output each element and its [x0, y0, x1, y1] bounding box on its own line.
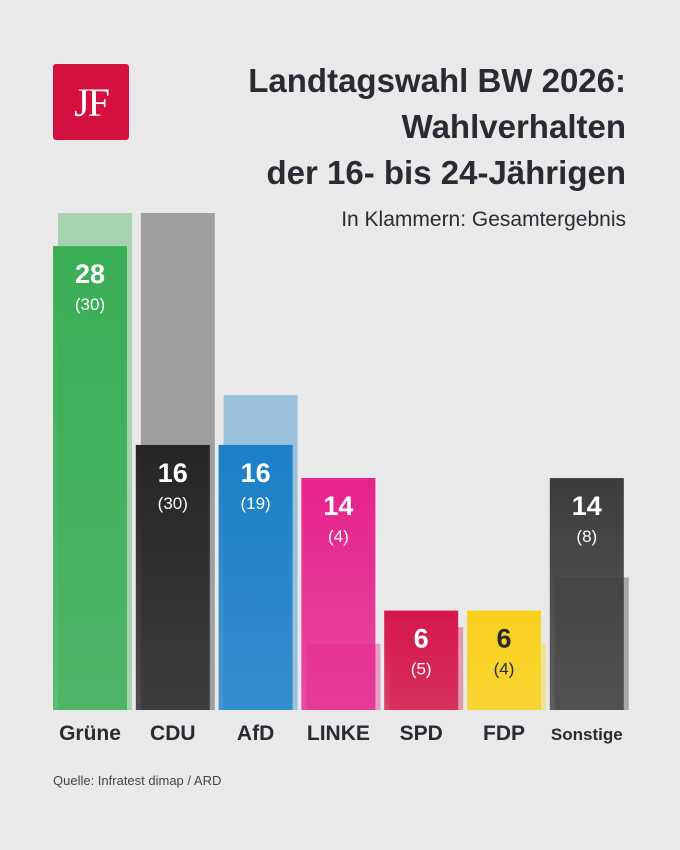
value-label: 16 — [158, 458, 188, 488]
jf-logo: JF — [53, 64, 129, 140]
value-label: 14 — [323, 491, 353, 521]
logo-text: JF — [74, 79, 110, 125]
value-label: 14 — [572, 491, 602, 521]
total-label: (5) — [411, 660, 432, 679]
category-label: FDP — [483, 722, 525, 745]
bar-total-6 — [554, 577, 629, 710]
category-label: SPD — [400, 722, 443, 745]
bar-young-3 — [301, 478, 376, 710]
title-line-1: Landtagswahl BW 2026: — [248, 62, 626, 99]
bar-young-5 — [467, 610, 541, 710]
category-label: Grüne — [59, 722, 121, 745]
value-label: 6 — [496, 624, 511, 654]
category-label: AfD — [237, 722, 274, 745]
bar-total-4 — [389, 627, 464, 710]
title-line-3: der 16- bis 24-Jährigen — [266, 154, 626, 191]
bar-total-3 — [306, 643, 381, 710]
category-label: LINKE — [307, 722, 370, 745]
bar-total-2 — [223, 395, 298, 710]
bar-young-6 — [549, 478, 624, 710]
bar-young-4 — [384, 610, 459, 710]
category-label: Sonstige — [551, 725, 623, 744]
category-label: CDU — [150, 722, 196, 745]
subtitle: In Klammern: Gesamtergebnis — [341, 208, 626, 231]
total-label: (30) — [158, 494, 188, 513]
total-label: (4) — [328, 527, 349, 546]
total-label: (8) — [576, 527, 597, 546]
value-label: 28 — [75, 259, 105, 289]
bar-total-0 — [58, 213, 132, 710]
bar-total-1 — [140, 213, 215, 710]
bar-young-1 — [135, 444, 210, 710]
value-label: 16 — [241, 458, 271, 488]
total-label: (19) — [240, 494, 270, 513]
bar-young-0 — [53, 246, 127, 710]
total-label: (30) — [75, 295, 105, 314]
title-line-2: Wahlverhalten — [401, 108, 626, 145]
value-label: 6 — [414, 624, 429, 654]
source-note: Quelle: Infratest dimap / ARD — [53, 773, 222, 788]
bar-total-5 — [472, 643, 546, 710]
bar-young-2 — [218, 444, 293, 710]
total-label: (4) — [494, 660, 515, 679]
